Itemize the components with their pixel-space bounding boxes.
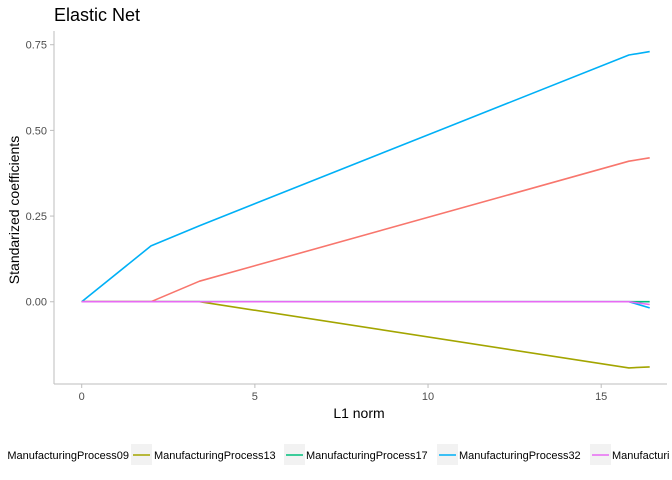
legend-label-manufacturingprocess32: ManufacturingProcess32 [459,450,581,462]
series-line-manufacturingprocess13 [81,300,650,369]
legend-label-manufacturi: Manufacturi [612,450,669,462]
y-tick-label: 0.75 [26,40,47,52]
chart-title: Elastic Net [54,5,140,25]
legend-label-manufacturingprocess17: ManufacturingProcess17 [306,450,428,462]
x-tick-label: 0 [79,391,85,403]
series-line-manufacturingprocess32 [81,50,650,303]
series-line-manufacturing-truncated [81,300,650,306]
series-line-manufacturingprocess09 [81,157,650,303]
y-tick-label: 0.25 [26,211,47,223]
x-tick-label: 10 [422,391,434,403]
series-lines [81,50,650,369]
y-axis-title: Standarized coefficients [6,136,22,284]
x-tick-label: 5 [252,391,258,403]
x-axis-title: L1 norm [333,405,384,421]
y-tick-label: 0.50 [26,125,47,137]
legend-label-manufacturingprocess09: ManufacturingProcess09 [7,450,129,462]
legend: ManufacturingProcess09 ManufacturingProce… [7,444,669,465]
legend-label-manufacturingprocess13: ManufacturingProcess13 [154,450,276,462]
y-tick-label: 0.00 [26,297,47,309]
axes: 0.00 0.25 0.50 0.75 0 5 10 15 [26,31,667,403]
x-tick-label: 15 [595,391,607,403]
